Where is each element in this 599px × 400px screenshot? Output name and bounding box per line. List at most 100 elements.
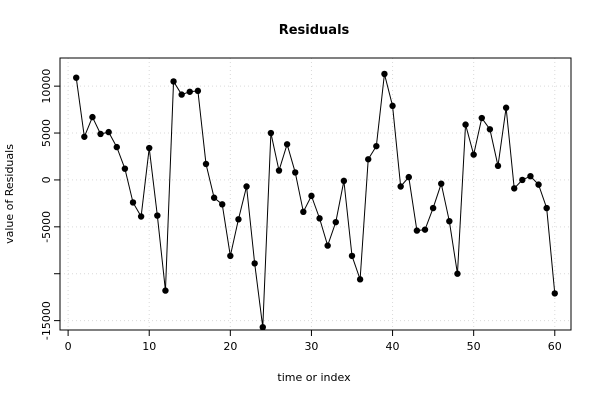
line-segment: [294, 172, 304, 212]
data-point: [316, 215, 323, 222]
line-segment: [270, 132, 280, 171]
data-point: [89, 113, 96, 121]
data-point: [146, 144, 153, 152]
data-point: [365, 156, 372, 163]
line-segment: [319, 218, 329, 246]
data-point: [429, 204, 437, 212]
line-segment: [497, 107, 507, 166]
data-point: [308, 192, 315, 200]
x-tick-label: 60: [548, 340, 562, 353]
data-point: [267, 129, 275, 137]
data-point: [154, 212, 161, 219]
data-point: [519, 176, 526, 184]
data-point: [186, 88, 193, 95]
grid-lines: [60, 58, 571, 330]
data-point: [243, 183, 250, 190]
data-point: [121, 165, 129, 172]
data-point: [73, 74, 80, 81]
line-segment: [148, 147, 158, 216]
plot-frame: [59, 57, 572, 331]
data-point: [535, 181, 542, 188]
line-segment: [286, 144, 296, 173]
line-segment: [229, 219, 239, 257]
chart-title: Residuals: [279, 23, 350, 38]
data-point: [446, 218, 453, 225]
line-segment: [489, 129, 499, 166]
data-point: [202, 160, 210, 168]
line-segment: [116, 146, 126, 169]
x-tick-label: 40: [386, 340, 400, 353]
data-point: [413, 227, 421, 234]
line-segment: [164, 81, 175, 291]
data-point: [324, 242, 331, 249]
data-point: [210, 194, 218, 201]
data-point: [283, 141, 291, 148]
data-point: [162, 287, 169, 294]
line-segment: [278, 144, 288, 171]
x-axis-label: time or index: [277, 371, 351, 384]
y-tick-label: -15000: [40, 301, 53, 340]
data-point: [494, 162, 502, 170]
line-segment: [424, 207, 434, 230]
line-segment: [383, 73, 394, 106]
data-point: [502, 104, 510, 111]
x-tick-label: 30: [304, 340, 318, 353]
line-segment: [254, 263, 264, 328]
data-point: [194, 87, 202, 95]
data-point: [478, 114, 485, 122]
line-segment: [335, 180, 345, 223]
data-point: [170, 78, 177, 85]
data-point: [332, 218, 339, 226]
data-point: [300, 208, 307, 216]
series-line: [75, 73, 556, 328]
y-tick-label: -5000: [40, 211, 53, 243]
line-segment: [327, 221, 337, 246]
data-point: [356, 276, 364, 283]
line-segment: [392, 105, 402, 187]
line-segment: [432, 183, 442, 209]
data-point: [219, 201, 226, 208]
line-segment: [538, 184, 548, 209]
line-segment: [197, 90, 207, 165]
line-segment: [473, 117, 483, 155]
x-tick-label: 10: [142, 340, 156, 353]
data-point: [397, 183, 404, 190]
line-segment: [205, 163, 215, 198]
data-point: [251, 260, 258, 267]
line-segment: [124, 168, 134, 203]
x-tick-label: 0: [65, 340, 72, 353]
line-segment: [465, 124, 475, 155]
line-segment: [83, 116, 93, 137]
line-segment: [351, 255, 361, 280]
data-point: [373, 142, 380, 150]
line-segment: [375, 73, 385, 147]
data-point: [275, 167, 283, 174]
data-point: [470, 151, 477, 158]
line-segment: [359, 159, 369, 280]
data-point: [454, 270, 461, 277]
data-point: [348, 252, 356, 260]
data-point: [105, 128, 112, 136]
line-segment: [343, 180, 353, 256]
y-tick-label: 5000: [40, 119, 53, 147]
line-segment: [140, 147, 150, 217]
data-point: [462, 121, 469, 128]
line-segment: [456, 124, 467, 274]
data-point: [137, 213, 145, 220]
data-point: [527, 172, 534, 180]
data-point: [97, 130, 104, 138]
data-point: [486, 126, 494, 133]
x-tick-label: 50: [467, 340, 481, 353]
data-point: [235, 216, 242, 223]
line-segment: [440, 183, 450, 222]
line-segment: [75, 77, 85, 137]
line-segment: [221, 204, 231, 256]
data-point: [259, 323, 266, 331]
line-segment: [310, 195, 321, 219]
data-point: [551, 290, 558, 297]
data-point: [178, 91, 185, 98]
data-point: [292, 169, 299, 176]
line-segment: [408, 177, 418, 231]
line-segment: [246, 186, 256, 264]
